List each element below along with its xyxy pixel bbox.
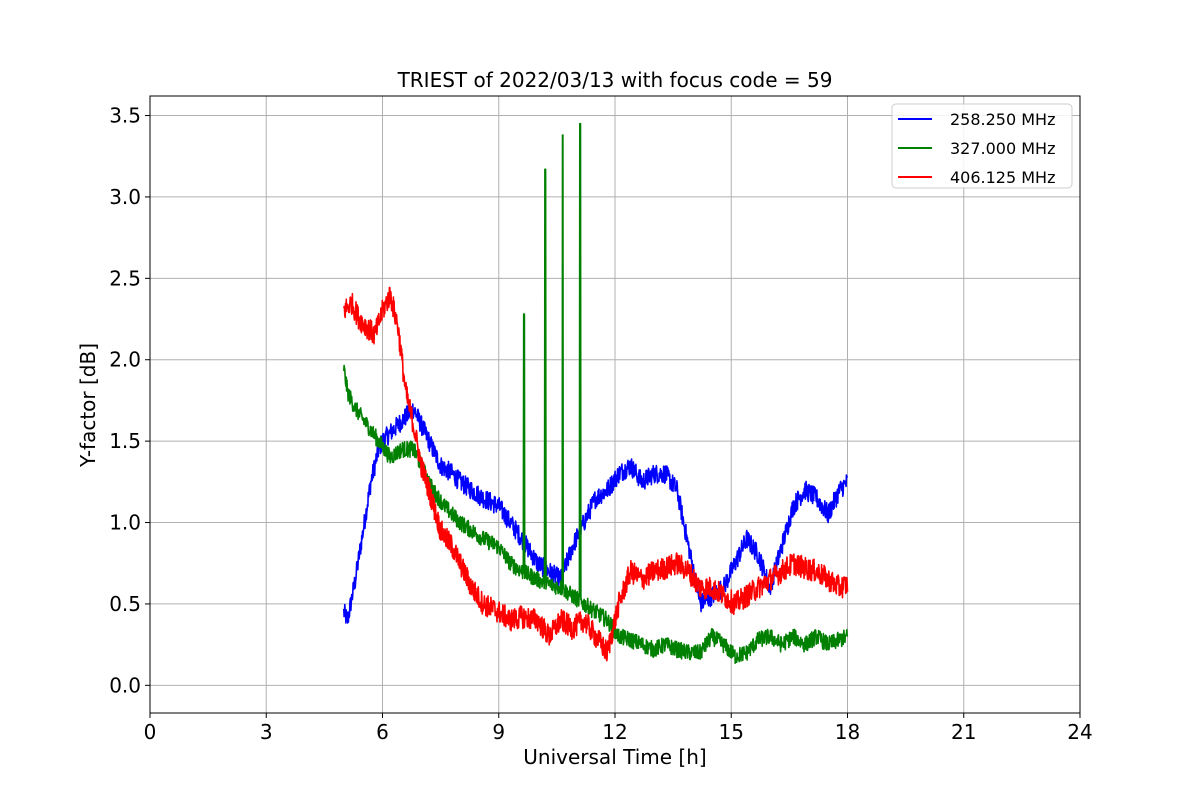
x-tick-label: 15 xyxy=(719,720,744,744)
x-tick-label: 24 xyxy=(1067,720,1092,744)
y-tick-label: 3.0 xyxy=(109,185,141,209)
chart-title: TRIEST of 2022/03/13 with focus code = 5… xyxy=(397,68,833,92)
x-tick-label: 9 xyxy=(492,720,505,744)
x-tick-label: 6 xyxy=(376,720,389,744)
y-tick-label: 1.0 xyxy=(109,511,141,535)
x-tick-label: 3 xyxy=(260,720,273,744)
y-axis: 0.0 0.5 1.0 1.5 2.0 2.5 3.0 3.5 xyxy=(109,104,150,697)
y-tick-label: 2.5 xyxy=(109,266,141,290)
series-line-1 xyxy=(343,403,849,624)
legend-label: 258.250 MHz xyxy=(950,110,1055,129)
y-axis-label: Y-factor [dB] xyxy=(76,343,100,468)
series-layer xyxy=(343,122,849,665)
x-tick-label: 12 xyxy=(602,720,627,744)
x-tick-label: 0 xyxy=(144,720,157,744)
series-line-3 xyxy=(343,286,849,662)
legend-label: 327.000 MHz xyxy=(950,139,1055,158)
y-tick-label: 1.5 xyxy=(109,429,141,453)
y-tick-label: 0.0 xyxy=(109,673,141,697)
x-tick-label: 18 xyxy=(835,720,860,744)
x-axis: 0 3 6 9 12 15 18 21 24 xyxy=(144,713,1093,744)
x-tick-label: 21 xyxy=(951,720,976,744)
y-tick-label: 0.5 xyxy=(109,592,141,616)
legend: 258.250 MHz 327.000 MHz 406.125 MHz xyxy=(891,103,1073,189)
x-axis-label: Universal Time [h] xyxy=(523,745,706,769)
y-tick-label: 3.5 xyxy=(109,104,141,128)
legend-box xyxy=(891,103,1073,189)
legend-label: 406.125 MHz xyxy=(950,168,1055,187)
y-tick-label: 2.0 xyxy=(109,348,141,372)
grid xyxy=(149,96,1081,713)
